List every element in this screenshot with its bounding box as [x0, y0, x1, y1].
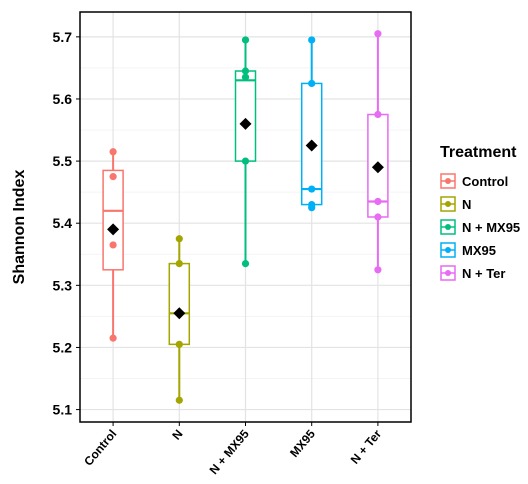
data-point	[109, 241, 117, 249]
box-group	[300, 36, 323, 212]
legend-key-point	[445, 247, 451, 253]
data-point	[241, 67, 250, 75]
data-point	[109, 334, 117, 342]
mean-marker	[239, 117, 252, 130]
data-point	[308, 185, 316, 193]
y-tick-label: 5.7	[53, 29, 73, 45]
y-axis-label: Shannon Index	[11, 170, 28, 285]
box	[168, 262, 191, 346]
data-point	[175, 235, 183, 243]
y-tick-label: 5.1	[53, 402, 73, 418]
mean-marker	[173, 307, 186, 320]
x-axis-ticks: Control N N + MX95 MX95 N + Ter	[81, 422, 384, 477]
box	[234, 70, 257, 162]
legend-key-point	[445, 178, 451, 184]
data-point	[241, 157, 250, 165]
data-point	[374, 110, 382, 119]
legend-label: Control	[462, 174, 508, 189]
data-point	[109, 148, 117, 156]
box-group	[367, 30, 389, 274]
box-group	[234, 36, 257, 268]
box	[102, 169, 124, 271]
legend-item: Control	[440, 173, 508, 189]
legend-item: MX95	[440, 242, 496, 258]
y-tick-label: 5.2	[53, 339, 73, 355]
legend-key-point	[445, 201, 451, 207]
data-point	[374, 197, 382, 206]
box-group	[102, 148, 124, 342]
x-tick-label: Control	[81, 427, 119, 469]
box-group	[168, 235, 191, 404]
mean-marker	[107, 223, 120, 236]
legend-title: Treatment	[440, 144, 517, 161]
legend-label: MX95	[462, 243, 496, 258]
data-point	[175, 340, 183, 348]
legend-key-point	[445, 270, 451, 276]
legend: Treatment Control N N + MX95 MX95 N + Ter	[440, 144, 520, 281]
data-point	[308, 79, 316, 88]
data-point	[308, 204, 316, 212]
data-point	[308, 36, 316, 44]
data-point	[374, 266, 382, 274]
x-tick-label: N + MX95	[207, 427, 252, 477]
box-plots	[102, 30, 389, 404]
legend-item: N	[440, 196, 471, 212]
y-axis-ticks: 5.1 5.2 5.3 5.4 5.5 5.6 5.7	[53, 29, 80, 418]
data-point	[241, 73, 250, 81]
data-point	[175, 396, 183, 404]
x-tick-label: N + Ter	[348, 427, 385, 467]
y-tick-label: 5.6	[53, 91, 73, 107]
mean-marker	[371, 161, 384, 174]
data-point	[109, 173, 117, 181]
x-tick-label: N	[169, 427, 185, 443]
legend-label: N	[462, 197, 471, 212]
mean-marker	[305, 139, 318, 152]
legend-label: N + Ter	[462, 266, 505, 281]
data-point	[241, 36, 250, 44]
data-point	[175, 259, 183, 268]
data-point	[374, 30, 382, 38]
data-point	[374, 213, 382, 221]
y-tick-label: 5.3	[53, 277, 73, 293]
legend-key-point	[445, 224, 451, 230]
data-point	[241, 259, 250, 268]
legend-label: N + MX95	[462, 220, 520, 235]
x-tick-label: MX95	[287, 427, 318, 460]
legend-item: N + MX95	[440, 219, 520, 235]
y-tick-label: 5.5	[53, 153, 73, 169]
y-tick-label: 5.4	[53, 215, 73, 231]
legend-item: N + Ter	[440, 265, 505, 281]
